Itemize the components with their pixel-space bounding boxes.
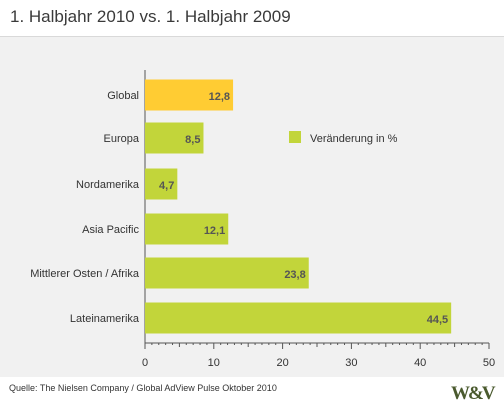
category-label: Asia Pacific <box>82 224 139 236</box>
title-divider <box>0 36 504 37</box>
category-label: Europa <box>104 133 140 145</box>
source-note: Quelle: The Nielsen Company / Global AdV… <box>9 383 277 393</box>
category-label: Nordamerika <box>76 179 140 191</box>
chart-title: 1. Halbjahr 2010 vs. 1. Halbjahr 2009 <box>10 7 291 26</box>
x-tick-label: 20 <box>276 357 288 369</box>
bar <box>145 257 309 289</box>
x-tick-label: 40 <box>414 357 426 369</box>
value-label: 8,5 <box>185 134 200 146</box>
x-tick-label: 50 <box>483 357 495 369</box>
bar <box>145 79 234 111</box>
category-label: Mittlerer Osten / Afrika <box>30 268 140 280</box>
value-label: 23,8 <box>284 269 305 281</box>
x-tick-label: 0 <box>142 357 148 369</box>
x-tick-label: 30 <box>345 357 357 369</box>
value-label: 4,7 <box>159 180 174 192</box>
wv-logo: W&V <box>451 383 497 409</box>
category-label: Global <box>107 90 139 102</box>
bar <box>145 122 204 154</box>
bar <box>145 213 229 245</box>
legend-label: Veränderung in % <box>310 133 398 145</box>
wv-logo-text: W&V <box>451 383 496 404</box>
value-label: 44,5 <box>427 314 448 326</box>
bar-chart: 0 10 20 30 40 50 Global 12,8 Europa 8,5 Nordamerik… <box>30 70 495 369</box>
legend-swatch <box>289 131 301 143</box>
value-label: 12,8 <box>209 91 230 103</box>
x-tick-label: 10 <box>208 357 220 369</box>
value-label: 12,1 <box>204 225 225 237</box>
bar <box>145 168 178 200</box>
bar <box>145 302 452 334</box>
category-label: Lateinamerika <box>70 313 140 325</box>
